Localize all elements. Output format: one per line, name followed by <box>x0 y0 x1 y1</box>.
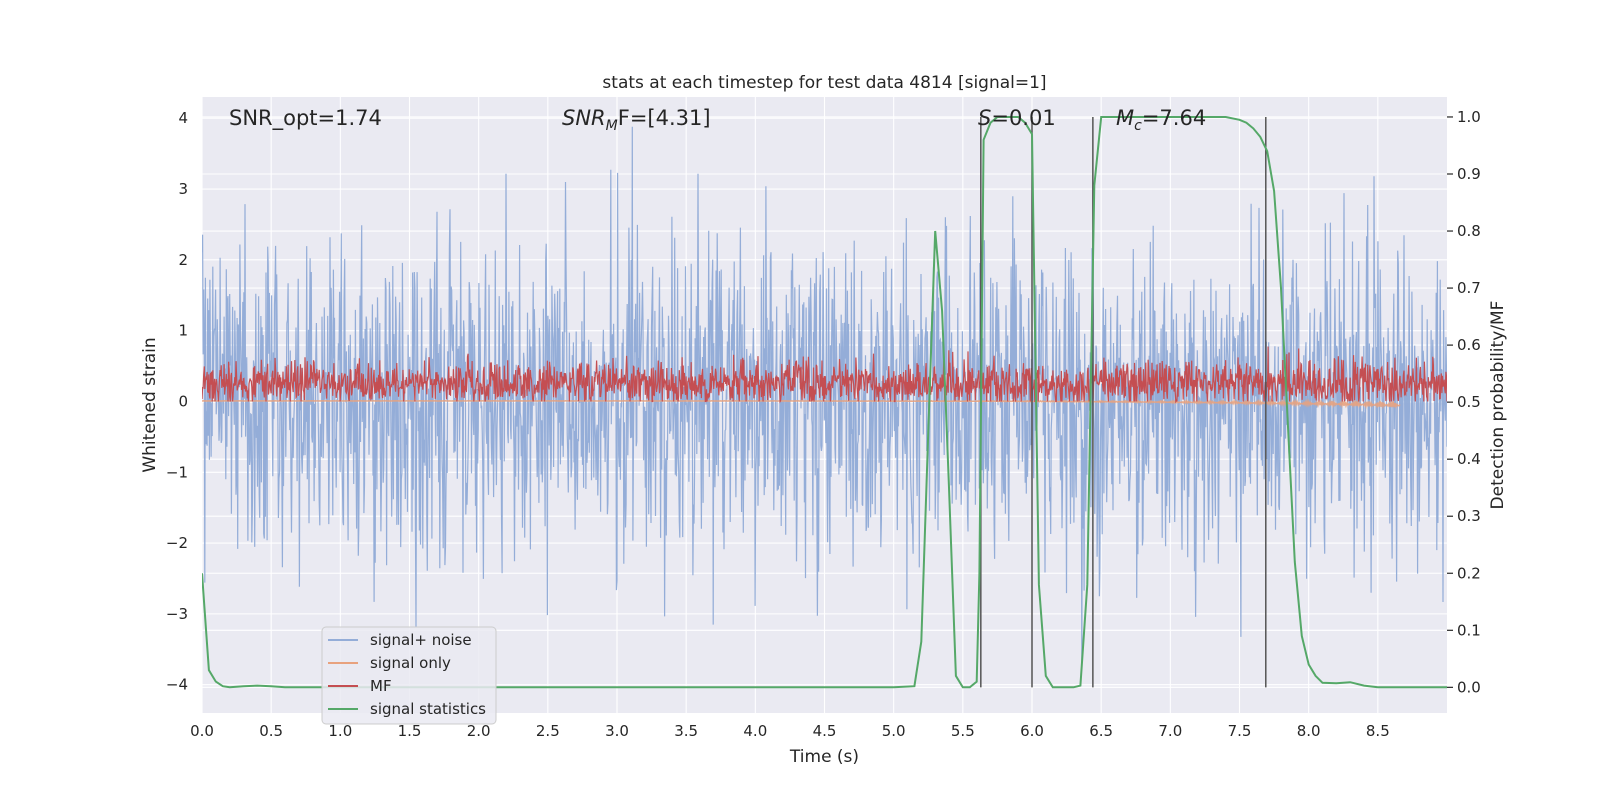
y2-tick-label: 1.0 <box>1457 108 1481 126</box>
x-tick-label: 7.5 <box>1228 722 1252 740</box>
annotation-text: SNRMF=[4.31] <box>562 106 711 134</box>
legend-box <box>321 626 497 725</box>
series-signal-only <box>202 397 1401 410</box>
chart-title: stats at each timestep for test data 481… <box>602 73 1046 93</box>
y-tick-label: 0 <box>178 392 188 410</box>
y-tick-label: 1 <box>178 322 188 340</box>
x-tick-label: 2.5 <box>536 722 560 740</box>
y-tick-label: −2 <box>166 534 188 552</box>
y-axis-label: Whitened strain <box>140 337 160 472</box>
x-tick-label: 3.0 <box>605 722 629 740</box>
y2-tick-label: 0.3 <box>1457 507 1481 525</box>
y-tick-label: 3 <box>178 180 188 198</box>
legend-label: signal+ noise <box>370 631 472 649</box>
y2-tick-label: 0.1 <box>1457 621 1481 639</box>
plot-content <box>202 116 1447 689</box>
x-tick-label: 7.0 <box>1158 722 1182 740</box>
x-tick-label: 6.0 <box>1020 722 1044 740</box>
x-tick-label: 4.0 <box>743 722 767 740</box>
y2-tick-label: 0.8 <box>1457 222 1481 240</box>
x-tick-label: 1.5 <box>398 722 422 740</box>
x-tick-label: 0.5 <box>259 722 283 740</box>
y2-tick-label: 0.2 <box>1457 564 1481 582</box>
legend-label: signal statistics <box>370 700 486 718</box>
x-tick-label: 2.0 <box>467 722 491 740</box>
y2-tick-label: 0.6 <box>1457 336 1481 354</box>
y-tick-label: 4 <box>178 109 188 127</box>
x-tick-label: 4.5 <box>813 722 837 740</box>
annotation-text: S=0.01 <box>978 106 1056 130</box>
annotation-text: SNR_opt=1.74 <box>229 106 382 131</box>
annotation-text: Mc=7.64 <box>1116 106 1206 134</box>
legend-label: signal only <box>370 654 451 672</box>
x-tick-label: 5.5 <box>951 722 975 740</box>
y2-tick-label: 0.5 <box>1457 393 1481 411</box>
legend: signal+ noise signal only MF signal statist… <box>321 626 497 725</box>
series-signal-statistics <box>202 116 1447 689</box>
x-tick-label: 0.0 <box>190 722 214 740</box>
y2-tick-label: 0.9 <box>1457 165 1481 183</box>
x-tick-label: 8.0 <box>1297 722 1321 740</box>
legend-label: MF <box>370 677 392 695</box>
y2-axis-label: Detection probability/MF <box>1488 301 1508 510</box>
x-tick-label: 5.0 <box>882 722 906 740</box>
y2-tick-label: 0.0 <box>1457 678 1481 696</box>
y2-tick-label: 0.4 <box>1457 450 1481 468</box>
y-tick-label: −3 <box>166 605 188 623</box>
x-tick-label: 6.5 <box>1089 722 1113 740</box>
x-axis-label: Time (s) <box>789 747 859 767</box>
x-tick-label: 3.5 <box>674 722 698 740</box>
y-tick-label: −1 <box>166 463 188 481</box>
y-tick-label: −4 <box>166 676 188 694</box>
y-tick-label: 2 <box>178 251 188 269</box>
series-mf <box>202 346 1447 404</box>
x-tick-label: 1.0 <box>328 722 352 740</box>
y2-tick-label: 0.7 <box>1457 279 1481 297</box>
x-tick-label: 8.5 <box>1366 722 1390 740</box>
